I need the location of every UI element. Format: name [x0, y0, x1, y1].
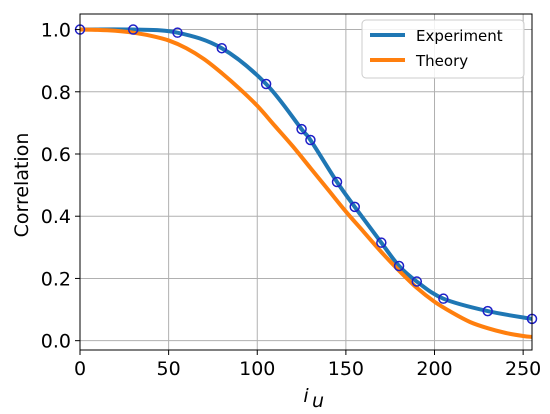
y-tick-label: 0.4	[41, 206, 71, 228]
legend-label-experiment: Experiment	[416, 27, 503, 45]
legend-label-theory: Theory	[415, 52, 468, 70]
data-point-marker	[349, 201, 360, 213]
x-tick-label: 200	[416, 358, 452, 380]
data-point-marker	[376, 237, 387, 248]
y-tick-label: 1.0	[41, 20, 71, 42]
data-point-marker	[482, 305, 493, 317]
series-lines	[80, 27, 532, 339]
x-tick-label: 50	[157, 358, 181, 380]
data-point-marker	[127, 24, 139, 35]
y-tick-label: 0.2	[41, 268, 71, 290]
y-tick-label: 0.8	[41, 82, 71, 104]
x-tick-label: 100	[239, 358, 275, 380]
series-line-experiment	[80, 27, 532, 321]
data-point-marker	[216, 42, 228, 54]
data-point-marker	[172, 27, 183, 38]
y-axis-label: Correlation	[11, 133, 33, 238]
series-layer	[74, 24, 538, 339]
data-point-marker	[331, 176, 343, 188]
x-tick-label: 0	[74, 358, 86, 380]
data-point-marker	[260, 78, 272, 90]
x-tick-label: 150	[328, 358, 364, 380]
data-point-marker	[296, 123, 307, 135]
x-tick-label: 250	[505, 358, 541, 380]
plot-frame	[79, 13, 533, 351]
tick-layer: 0 50 100 150 200 250 0.0 0.2 0.4 0.6 0.8 1.0	[41, 20, 541, 380]
y-tick-label: 0.6	[41, 144, 71, 166]
series-line-theory	[80, 27, 532, 339]
x-axis-label: i u	[303, 385, 324, 412]
x-axis-label-main: i	[303, 385, 309, 407]
data-point-marker	[393, 260, 405, 272]
data-point-marker	[305, 134, 316, 146]
legend: Experiment Theory	[361, 19, 525, 79]
data-point-marker	[411, 276, 423, 287]
x-axis-label-subscript: u	[312, 390, 324, 412]
y-tick-label: 0.0	[41, 331, 71, 353]
data-point-marker	[438, 293, 449, 304]
